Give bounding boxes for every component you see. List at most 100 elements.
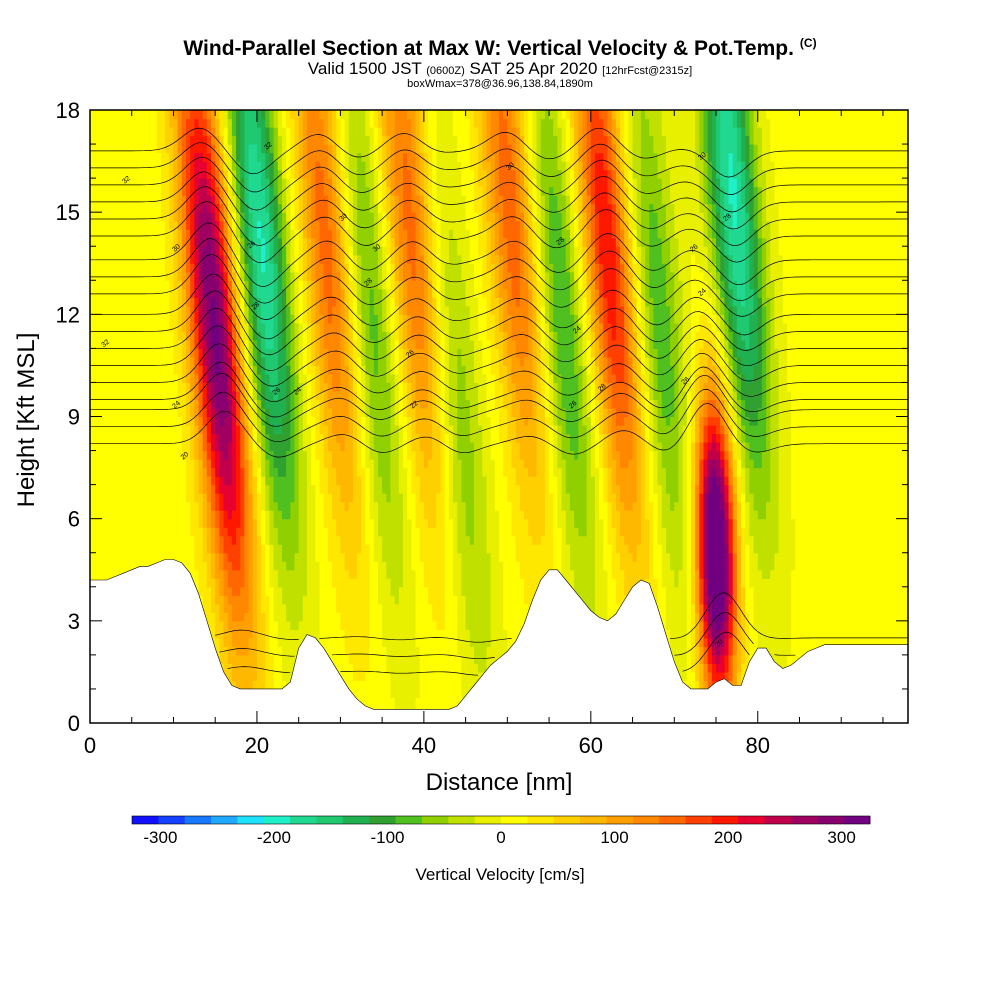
w-cell: [361, 586, 367, 596]
w-cell: [156, 212, 162, 222]
w-cell: [127, 254, 133, 264]
w-cell: [131, 118, 137, 128]
w-cell: [327, 629, 333, 639]
w-cell: [98, 459, 104, 469]
w-cell: [265, 620, 271, 630]
w-cell: [227, 476, 233, 486]
w-cell: [332, 637, 337, 647]
w-cell: [177, 382, 183, 392]
w-cell: [319, 518, 325, 528]
w-cell: [265, 663, 271, 673]
w-cell: [248, 152, 254, 162]
w-cell: [190, 552, 195, 562]
w-cell: [244, 433, 250, 443]
w-cell: [286, 203, 291, 213]
w-cell: [369, 305, 375, 315]
w-cell: [352, 365, 358, 375]
w-cell: [173, 118, 179, 128]
w-cell: [294, 442, 300, 452]
w-cell: [140, 416, 145, 426]
w-cell: [94, 169, 99, 179]
w-cell: [135, 271, 141, 281]
w-cell: [252, 186, 258, 196]
w-cell: [340, 135, 346, 145]
w-cell: [119, 382, 124, 392]
w-cell: [152, 305, 158, 315]
w-cell: [190, 356, 195, 367]
w-cell: [361, 442, 367, 452]
w-cell: [294, 178, 300, 188]
w-cell: [294, 603, 300, 613]
w-cell: [236, 595, 241, 605]
w-cell: [298, 442, 304, 452]
w-cell: [148, 527, 154, 537]
w-cell: [198, 561, 204, 571]
w-cell: [298, 518, 304, 528]
w-cell: [198, 467, 204, 477]
w-cell: [219, 527, 225, 537]
w-cell: [119, 450, 124, 460]
w-cell: [231, 373, 237, 384]
w-cell: [273, 595, 279, 605]
w-cell: [144, 390, 150, 401]
w-cell: [98, 518, 104, 528]
w-cell: [252, 127, 258, 137]
w-cell: [302, 263, 308, 273]
w-cell: [90, 484, 95, 494]
w-cell: [140, 203, 145, 213]
w-cell: [211, 595, 216, 605]
w-cell: [248, 561, 254, 571]
w-cell: [369, 314, 375, 324]
w-cell: [352, 663, 358, 673]
w-cell: [311, 569, 316, 579]
w-cell: [315, 493, 321, 503]
w-cell: [352, 110, 358, 120]
w-cell: [206, 118, 212, 128]
w-cell: [277, 442, 283, 452]
w-cell: [206, 518, 212, 528]
w-cell: [315, 220, 321, 230]
w-cell: [352, 229, 358, 239]
w-cell: [206, 254, 212, 264]
w-cell: [123, 169, 129, 179]
w-cell: [294, 110, 300, 120]
w-cell: [185, 203, 191, 213]
w-cell: [190, 535, 195, 545]
w-cell: [165, 459, 170, 469]
w-cell: [148, 305, 154, 315]
w-cell: [323, 544, 329, 554]
w-cell: [152, 348, 158, 358]
w-cell: [311, 280, 316, 290]
w-cell: [265, 637, 271, 647]
w-cell: [102, 118, 108, 128]
w-cell: [248, 425, 254, 435]
w-cell: [332, 271, 337, 281]
w-cell: [311, 220, 316, 230]
w-cell: [198, 220, 204, 230]
w-cell: [185, 356, 191, 367]
w-cell: [173, 246, 179, 256]
w-cell: [211, 288, 216, 298]
w-cell: [377, 629, 383, 639]
w-cell: [319, 501, 325, 511]
w-cell: [290, 152, 296, 162]
w-cell: [357, 305, 362, 315]
w-cell: [227, 186, 233, 196]
w-cell: [269, 390, 275, 401]
w-cell: [211, 561, 216, 571]
w-cell: [160, 416, 166, 426]
w-cell: [169, 118, 175, 128]
w-cell: [240, 144, 246, 154]
w-cell: [307, 280, 312, 290]
w-cell: [281, 169, 287, 179]
w-cell: [131, 501, 137, 511]
w-cell: [352, 578, 358, 588]
w-cell: [340, 578, 346, 588]
w-cell: [206, 356, 212, 367]
w-cell: [298, 220, 304, 230]
w-cell: [194, 152, 200, 162]
w-cell: [236, 195, 241, 205]
w-cell: [140, 484, 145, 494]
w-cell: [144, 544, 150, 554]
w-cell: [323, 510, 329, 520]
